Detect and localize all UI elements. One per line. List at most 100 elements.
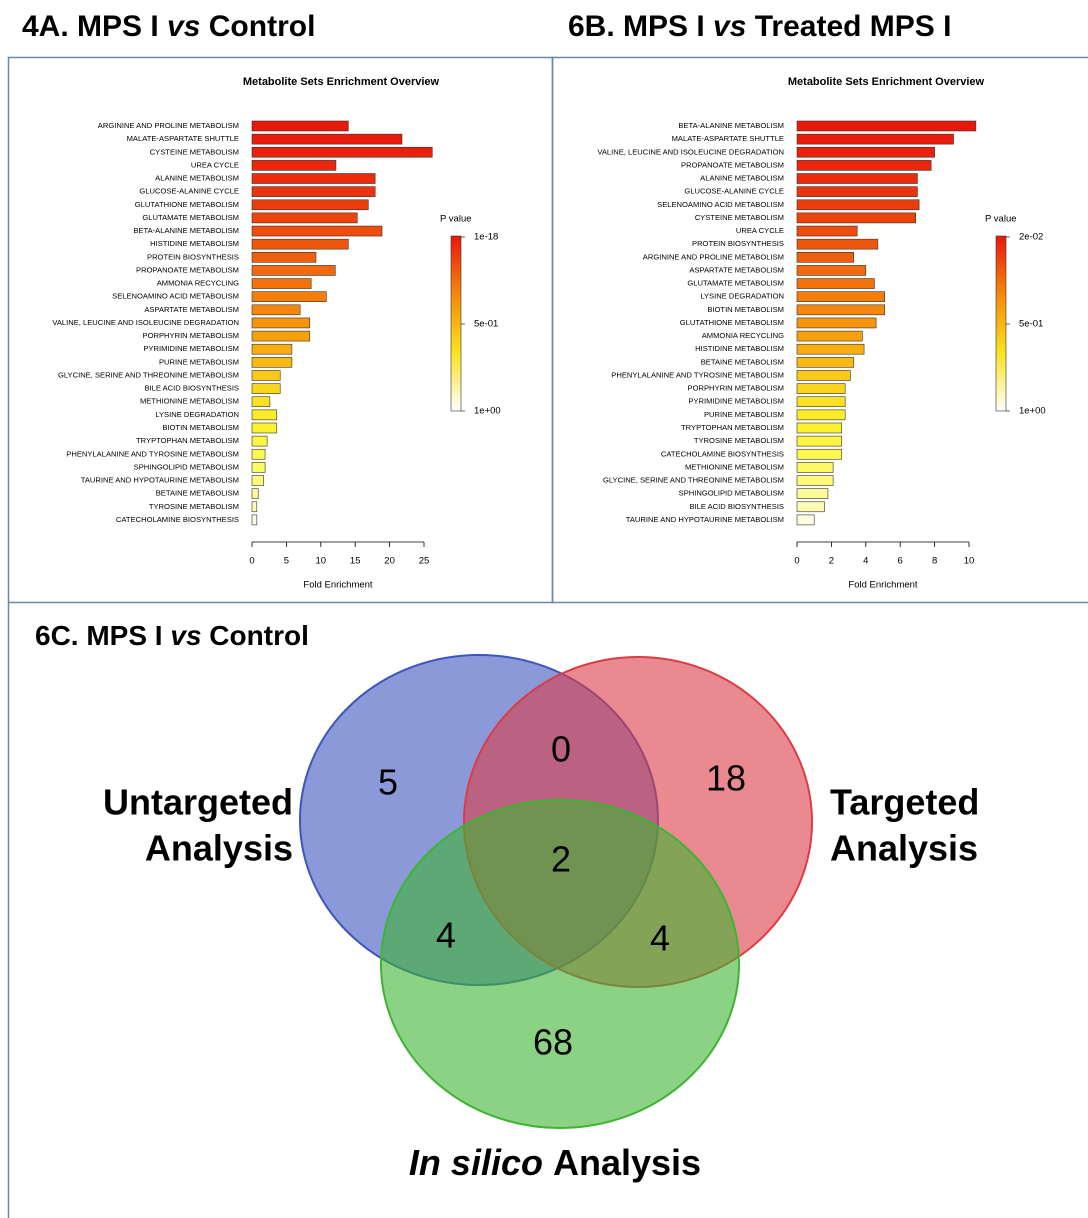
x-tick-label: 0 — [249, 556, 254, 567]
colorbar-tick-label: 5e-01 — [1019, 319, 1043, 330]
category-label: GLYCINE, SERINE AND THREONINE METABOLISM — [603, 476, 784, 485]
bar — [796, 435, 843, 447]
bar — [251, 186, 376, 197]
category-label: AMMONIA RECYCLING — [702, 331, 784, 340]
bar — [796, 160, 932, 171]
x-tick-label: 25 — [419, 556, 430, 567]
venn-circle — [380, 799, 740, 1129]
category-label: BETAINE METABOLISM — [156, 489, 239, 498]
bar — [251, 501, 258, 513]
bar — [796, 514, 815, 526]
bar — [796, 383, 846, 394]
category-label: VALINE, LEUCINE AND ISOLEUCINE DEGRADATI… — [597, 147, 784, 156]
bar — [251, 475, 264, 486]
category-label: ALANINE METABOLISM — [700, 174, 784, 183]
bar — [251, 330, 311, 342]
category-label: ARGININE AND PROLINE METABOLISM — [643, 252, 784, 261]
bar — [796, 186, 918, 197]
bar — [796, 488, 829, 499]
bar — [796, 199, 920, 211]
category-label: PYRIMIDINE METABOLISM — [143, 344, 239, 353]
category-label: TRYPTOPHAN METABOLISM — [136, 436, 239, 445]
panel-title: 6C. MPS I vs Control — [35, 620, 309, 651]
bar — [796, 278, 875, 289]
bar — [251, 343, 293, 355]
colorbar-tick-label: 1e+00 — [1019, 406, 1046, 417]
set-label: In silico Analysis — [409, 1142, 701, 1183]
set-label-part: Analysis — [553, 1142, 701, 1183]
bar — [251, 409, 278, 421]
colorbar-tick-label: 2e-02 — [1019, 232, 1043, 243]
bar — [251, 120, 349, 132]
category-label: CYSTEINE METABOLISM — [150, 147, 239, 156]
category-label: PURINE METABOLISM — [704, 410, 784, 419]
bar — [251, 317, 311, 329]
bar — [796, 173, 918, 184]
bar — [796, 475, 834, 486]
bar — [251, 488, 259, 499]
category-label: GLUTAMATE METABOLISM — [142, 213, 239, 222]
bar — [251, 514, 258, 526]
category-label: LYSINE DEGRADATION — [700, 292, 784, 301]
category-label: BETA-ALANINE METABOLISM — [678, 121, 784, 130]
category-label: TYROSINE METABOLISM — [694, 436, 784, 445]
category-label: SELENOAMINO ACID METABOLISM — [112, 292, 239, 301]
bar — [796, 238, 879, 250]
region-count: 5 — [378, 762, 398, 803]
bar — [796, 317, 877, 329]
panel-title-part: vs — [167, 10, 200, 43]
category-label: TRYPTOPHAN METABOLISM — [681, 423, 784, 432]
category-label: BETA-ALANINE METABOLISM — [133, 226, 239, 235]
bar — [251, 252, 317, 263]
bar — [251, 238, 349, 250]
category-label: PROTEIN BIOSYNTHESIS — [692, 239, 784, 248]
panel-title-part: 6B. MPS I — [568, 10, 713, 43]
x-tick-label: 2 — [829, 556, 834, 567]
category-label: UREA CYCLE — [736, 226, 784, 235]
bar — [796, 396, 846, 408]
category-label: TAURINE AND HYPOTAURINE METABOLISM — [81, 476, 239, 485]
category-label: ALANINE METABOLISM — [155, 174, 239, 183]
category-label: TAURINE AND HYPOTAURINE METABOLISM — [626, 515, 784, 524]
bar — [796, 225, 858, 237]
category-label: PORPHYRIN METABOLISM — [143, 331, 239, 340]
bar — [251, 146, 433, 158]
chart-title: Metabolite Sets Enrichment Overview — [243, 76, 440, 88]
set-label: Targeted — [830, 782, 979, 823]
bar — [796, 370, 851, 381]
x-tick-label: 6 — [898, 556, 903, 567]
bar — [251, 291, 327, 302]
bar — [251, 265, 336, 276]
bar — [796, 343, 865, 355]
region-count: 68 — [533, 1022, 573, 1063]
category-label: BIOTIN METABOLISM — [707, 305, 784, 314]
category-label: LYSINE DEGRADATION — [155, 410, 239, 419]
category-label: METHIONINE METABOLISM — [685, 462, 784, 471]
bar — [251, 422, 278, 434]
panel-title-part: Control — [202, 620, 309, 651]
bar — [251, 160, 337, 171]
category-label: PURINE METABOLISM — [159, 357, 239, 366]
category-label: PROPANOATE METABOLISM — [136, 265, 239, 274]
category-label: UREA CYCLE — [191, 160, 239, 169]
category-label: BETAINE METABOLISM — [701, 357, 784, 366]
category-label: CYSTEINE METABOLISM — [695, 213, 784, 222]
chart-title: Metabolite Sets Enrichment Overview — [788, 76, 985, 88]
category-label: BILE ACID BIOSYNTHESIS — [144, 384, 239, 393]
category-label: PROPANOATE METABOLISM — [681, 160, 784, 169]
panel-title-part: Control — [200, 10, 315, 43]
x-tick-label: 0 — [794, 556, 799, 567]
category-label: CATECHOLAMINE BIOSYNTHESIS — [661, 449, 784, 458]
category-label: PHENYLALANINE AND TYROSINE METABOLISM — [66, 449, 239, 458]
bar — [251, 212, 358, 224]
bar — [796, 146, 935, 158]
colorbar-title: P value — [985, 214, 1017, 225]
colorbar-tick-label: 5e-01 — [474, 319, 498, 330]
colorbar-title: P value — [440, 214, 472, 225]
region-count: 0 — [551, 729, 571, 770]
category-label: PORPHYRIN METABOLISM — [688, 384, 784, 393]
category-label: GLUTAMATE METABOLISM — [687, 279, 784, 288]
category-label: GLUTATHIONE METABOLISM — [680, 318, 784, 327]
category-label: CATECHOLAMINE BIOSYNTHESIS — [116, 515, 239, 524]
